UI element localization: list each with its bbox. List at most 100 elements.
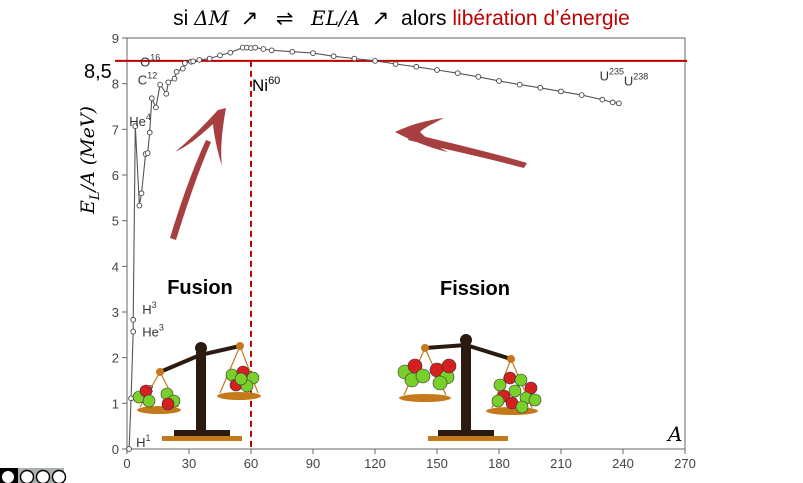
- data-point-23: [217, 52, 223, 59]
- fusion-label: Fusion: [167, 277, 233, 299]
- data-point-41: [496, 78, 502, 84]
- y-label-rest: /A (MeV): [77, 106, 99, 193]
- y-tick-label-5: 5: [112, 214, 119, 229]
- x-tick-label-180: 180: [488, 456, 510, 471]
- annotation-symbol: O: [140, 55, 150, 70]
- data-point-33: [330, 53, 337, 60]
- annotation-he4: He4: [129, 112, 151, 129]
- data-point-8: [144, 150, 151, 156]
- title-equivalence-icon: ⇌: [275, 7, 294, 30]
- x-tick-label-30: 30: [182, 456, 196, 471]
- annotation-symbol: He: [129, 114, 146, 129]
- annotation-he3: He3: [142, 323, 164, 340]
- data-point-10: [148, 95, 155, 102]
- data-point-0: [126, 446, 132, 452]
- data-point-39: [454, 70, 461, 77]
- data-point-35: [372, 57, 378, 64]
- binding-energy-points: [126, 44, 622, 452]
- data-point-22: [206, 55, 213, 62]
- y-tick-label-1: 1: [112, 396, 119, 411]
- ni-sup: 60: [268, 75, 280, 87]
- annotation-h1: H1: [136, 433, 150, 450]
- data-point-37: [413, 63, 420, 70]
- fission-heavy-nucleus-icon: [491, 371, 542, 414]
- title-el-a: EL/A: [311, 6, 361, 30]
- title-alors: alors: [401, 7, 447, 30]
- fission-fragments-icon: [397, 358, 457, 391]
- reference-line-label: 8,5: [84, 61, 112, 83]
- plot-frame: [126, 37, 686, 450]
- title-arrow-up-icon: ↗: [240, 7, 259, 30]
- x-axis-ticks: 0 30 60 90 120 150 180 210 240 270: [123, 449, 696, 471]
- x-axis-label: A: [666, 422, 682, 446]
- data-point-24: [227, 49, 234, 56]
- data-point-46: [599, 96, 606, 103]
- data-point-12: [157, 81, 163, 88]
- annotation-u238: U238: [624, 71, 648, 88]
- x-tick-label-240: 240: [612, 456, 634, 471]
- annotation-symbol: U: [600, 68, 609, 83]
- data-point-14: [165, 79, 172, 86]
- data-point-29: [260, 46, 267, 52]
- data-point-13: [163, 90, 170, 97]
- fission-scale-icon: [399, 334, 538, 441]
- data-point-40: [475, 73, 482, 80]
- annotation-mass-number: 3: [152, 300, 157, 310]
- y-tick-label-6: 6: [112, 168, 119, 183]
- title-delta-m: ΔM: [194, 6, 230, 30]
- annotation-mass-number: 1: [145, 433, 150, 443]
- x-tick-label-270: 270: [674, 456, 696, 471]
- ni-text: Ni: [252, 76, 268, 95]
- data-point-20: [190, 58, 196, 65]
- annotation-symbol: U: [624, 73, 633, 88]
- annotation-h3: H3: [142, 300, 156, 317]
- data-point-32: [310, 50, 316, 56]
- fusion-arrow-icon: [170, 108, 226, 240]
- y-label-e: E: [77, 200, 99, 215]
- fusion-light-nuclei-icon: [132, 384, 181, 411]
- cc-license-icon: [0, 468, 67, 483]
- data-point-48: [616, 100, 622, 107]
- data-point-17: [179, 65, 186, 72]
- annotation-symbol: H: [136, 435, 145, 450]
- annotation-mass-number: 12: [147, 70, 157, 80]
- slide-title: si ΔM ↗ ⇌ EL/A ↗ alors libération d’éner…: [0, 6, 803, 31]
- y-tick-label-9: 9: [112, 31, 119, 46]
- data-point-6: [138, 190, 145, 197]
- data-point-42: [516, 81, 523, 88]
- annotation-mass-number: 16: [150, 53, 160, 63]
- data-point-28: [252, 44, 258, 51]
- data-point-3: [130, 316, 137, 323]
- annotation-mass-number: 235: [609, 66, 624, 76]
- data-point-4: [132, 123, 139, 129]
- fission-label: Fission: [440, 278, 510, 300]
- nuclide-annotations: H1H2He3H3He4C12O16U235U238: [129, 53, 648, 450]
- y-tick-label-2: 2: [112, 351, 119, 366]
- data-point-16: [173, 68, 180, 75]
- y-tick-label-3: 3: [112, 305, 119, 320]
- data-point-5: [136, 202, 143, 209]
- annotation-symbol: He: [142, 325, 159, 340]
- annotation-mass-number: 4: [146, 112, 151, 122]
- x-tick-label-0: 0: [123, 456, 130, 471]
- annotation-o16: O16: [140, 53, 160, 70]
- data-point-18: [182, 60, 188, 66]
- fusion-heavy-nucleus-icon: [225, 365, 260, 393]
- nickel-60-label: Ni60: [252, 75, 280, 95]
- y-tick-label-4: 4: [112, 259, 119, 274]
- y-tick-label-8: 8: [112, 77, 119, 92]
- annotation-mass-number: 238: [633, 71, 648, 81]
- data-point-47: [609, 99, 616, 106]
- data-point-31: [289, 48, 296, 55]
- data-point-44: [558, 88, 564, 95]
- x-tick-label-150: 150: [426, 456, 448, 471]
- fission-arrow-icon: [395, 118, 527, 168]
- data-point-9: [146, 129, 153, 136]
- data-point-38: [434, 67, 440, 73]
- annotation-symbol: H: [142, 302, 151, 317]
- annotation-u235: U235: [600, 66, 624, 83]
- title-prefix: si: [173, 7, 189, 30]
- annotation-mass-number: 3: [159, 323, 164, 333]
